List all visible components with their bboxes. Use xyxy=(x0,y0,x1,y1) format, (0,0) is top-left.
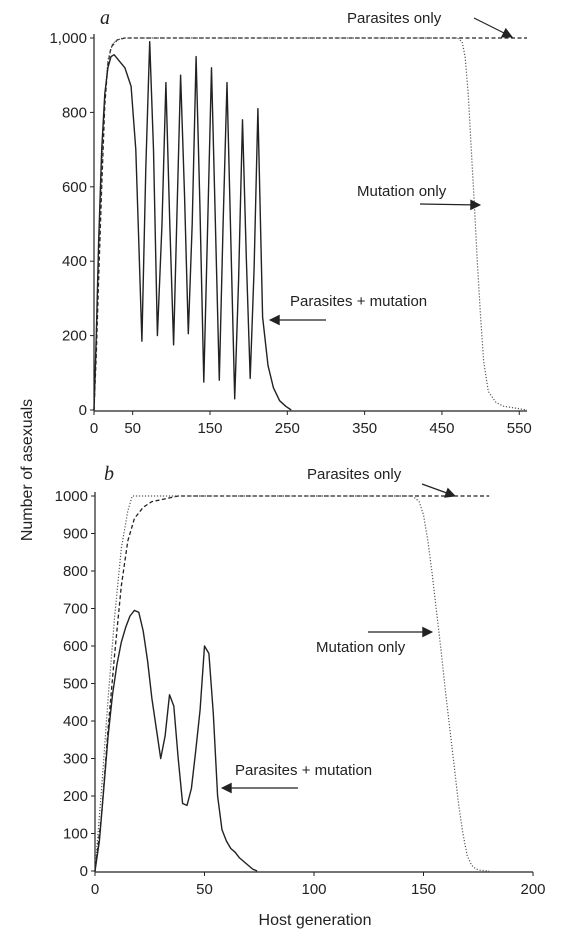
panel-b-y-tick-label: 1000 xyxy=(55,488,88,505)
panel-b-annotation-label: Mutation only xyxy=(316,639,406,656)
panel-a-y-tick-label: 600 xyxy=(62,179,87,196)
panel-a-chart: a 0 200 400 600 800 1,000 0 50 150 250 350 450 550 Pa… xyxy=(49,7,531,437)
panel-a-annotation-label: Parasites only xyxy=(347,10,442,27)
panel-b-x-tick-label: 50 xyxy=(196,881,213,898)
panel-a-annotation-arrow xyxy=(419,199,482,211)
panel-a-series-mutation-only xyxy=(93,37,528,411)
panel-b-x-tick-label: 0 xyxy=(91,881,99,898)
panel-b-y-tick-label: 800 xyxy=(63,563,88,580)
panel-a-y-tick-label: 200 xyxy=(62,328,87,345)
panel-a-y-tick-label: 1,000 xyxy=(49,30,87,47)
panel-a-x-tick-label: 550 xyxy=(507,420,532,437)
panel-b-y-tick-label: 200 xyxy=(63,788,88,805)
panel-a-y-tick-label: 400 xyxy=(62,253,87,270)
panel-b-label: b xyxy=(104,463,114,485)
panel-b-y-tick-label: 300 xyxy=(63,751,88,768)
panel-a-x-tick-label: 250 xyxy=(275,420,300,437)
panel-b-annotation-arrow xyxy=(421,483,457,498)
panel-a-y-tick-label: 800 xyxy=(62,104,87,121)
panel-b-annotation-label: Parasites + mutation xyxy=(235,762,372,779)
y-axis-title: Number of asexuals xyxy=(19,399,36,541)
panel-b-y-tick-label: 900 xyxy=(63,526,88,543)
panel-a-y-tick-label: 0 xyxy=(79,402,87,419)
panel-b-y-tick-label: 500 xyxy=(63,676,88,693)
panel-b-y-tick-label: 100 xyxy=(63,826,88,843)
panel-b-series-mutation-only xyxy=(94,495,490,872)
panel-b-y-tick-label: 600 xyxy=(63,638,88,655)
panel-a-x-tick-label: 50 xyxy=(124,420,141,437)
panel-a-series-parasites-mutation xyxy=(93,41,292,411)
panel-b-annotation-label: Parasites only xyxy=(307,466,402,483)
panel-b-x-tick-label: 200 xyxy=(520,881,545,898)
panel-a-x-tick-label: 150 xyxy=(197,420,222,437)
panel-b-series-parasites-mutation xyxy=(94,609,258,872)
panel-a-series-parasites-only xyxy=(93,37,527,411)
panel-b-y-tick-label: 700 xyxy=(63,601,88,618)
panel-a-label: a xyxy=(100,7,110,29)
x-axis-title: Host generation xyxy=(259,912,372,929)
panel-a-x-tick-label: 0 xyxy=(90,420,98,437)
panel-a-x-tick-label: 350 xyxy=(352,420,377,437)
panel-b-series-parasites-only xyxy=(94,495,490,872)
panel-a-annotation-label: Mutation only xyxy=(357,183,447,200)
panel-b-x-tick-label: 150 xyxy=(411,881,436,898)
panel-a-x-tick-label: 450 xyxy=(429,420,454,437)
panel-b-y-tick-label: 0 xyxy=(80,863,88,880)
panel-a-annotation-label: Parasites + mutation xyxy=(290,293,427,310)
panel-b-chart: b 0 100 200 300 400 500 600 700 800 900 1000 0 50 100… xyxy=(55,463,546,898)
panel-b-x-tick-label: 100 xyxy=(301,881,326,898)
panel-b-y-tick-label: 400 xyxy=(63,713,88,730)
panel-a-annotation-arrow xyxy=(473,17,513,38)
